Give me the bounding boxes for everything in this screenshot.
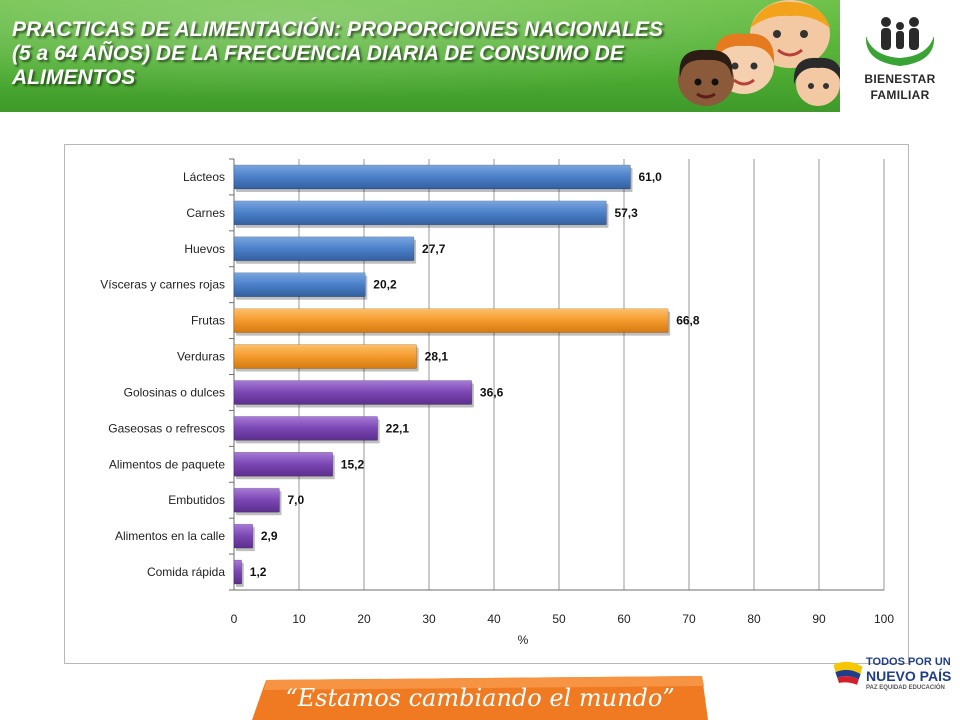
x-tick-label: 60: [617, 612, 631, 626]
x-tick-label: 30: [422, 612, 436, 626]
bar: [233, 164, 631, 190]
data-label: 2,9: [261, 529, 278, 543]
data-label: 36,6: [480, 385, 504, 399]
x-tick-label: 90: [812, 612, 826, 626]
category-label: Lácteos: [183, 170, 225, 184]
footer-slogan: “Estamos cambiando el mundo”: [285, 684, 675, 712]
data-label: 7,0: [288, 493, 305, 507]
category-label: Golosinas o dulces: [124, 385, 225, 399]
bar: [233, 416, 378, 441]
bar: [233, 200, 607, 226]
children-illustration: [678, 0, 842, 106]
category-label: Vísceras y carnes rojas: [100, 278, 225, 292]
bar: [233, 236, 415, 262]
x-tick-label: 100: [874, 612, 894, 626]
x-tick-label: 80: [747, 612, 761, 626]
colombia-flag-icon: [833, 661, 863, 685]
data-label: 57,3: [614, 206, 638, 220]
data-label: 27,7: [422, 242, 446, 256]
page-title: PRACTICAS DE ALIMENTACIÓN: PROPORCIONES …: [12, 18, 664, 89]
x-tick-label: 50: [552, 612, 566, 626]
footer-band: [252, 676, 708, 720]
brand-line-3: PAZ EQUIDAD EDUCACIÓN: [866, 685, 945, 691]
chart-frame: [64, 144, 909, 664]
bar: [233, 451, 334, 477]
brand-line-1: TODOS POR UN: [866, 656, 951, 668]
bienestar-logo: BIENESTAR FAMILIAR: [840, 0, 960, 112]
category-label: Alimentos de paquete: [109, 457, 225, 471]
x-tick-label: 0: [231, 612, 238, 626]
category-label: Verduras: [177, 350, 225, 364]
x-tick-label: 70: [682, 612, 696, 626]
bar: [233, 523, 254, 549]
data-label: 66,8: [676, 314, 700, 328]
x-tick-label: 10: [292, 612, 306, 626]
bar: [233, 308, 669, 333]
bar: [233, 559, 243, 585]
data-label: 1,2: [250, 565, 267, 579]
data-label: 22,1: [386, 421, 410, 435]
category-label: Comida rápida: [147, 565, 225, 579]
category-label: Frutas: [191, 314, 225, 328]
logo-text-line2: FAMILIAR: [870, 88, 930, 102]
bar: [233, 487, 280, 513]
category-label: Huevos: [184, 242, 225, 256]
data-label: 61,0: [639, 170, 663, 184]
category-label: Embutidos: [168, 493, 225, 507]
data-label: 28,1: [425, 350, 449, 364]
brand-line-2: NUEVO PAÍS: [866, 668, 952, 684]
x-axis-label: %: [518, 633, 529, 647]
bar: [233, 380, 473, 405]
category-label: Gaseosas o refrescos: [108, 421, 225, 435]
logo-text-line1: BIENESTAR: [864, 72, 936, 86]
data-label: 20,2: [373, 278, 397, 292]
category-label: Alimentos en la calle: [115, 529, 225, 543]
bar: [233, 344, 417, 369]
bar: [233, 272, 366, 298]
data-label: 15,2: [341, 457, 365, 471]
category-label: Carnes: [186, 206, 225, 220]
family-icon: [865, 17, 935, 66]
x-tick-label: 40: [487, 612, 501, 626]
x-tick-label: 20: [357, 612, 371, 626]
